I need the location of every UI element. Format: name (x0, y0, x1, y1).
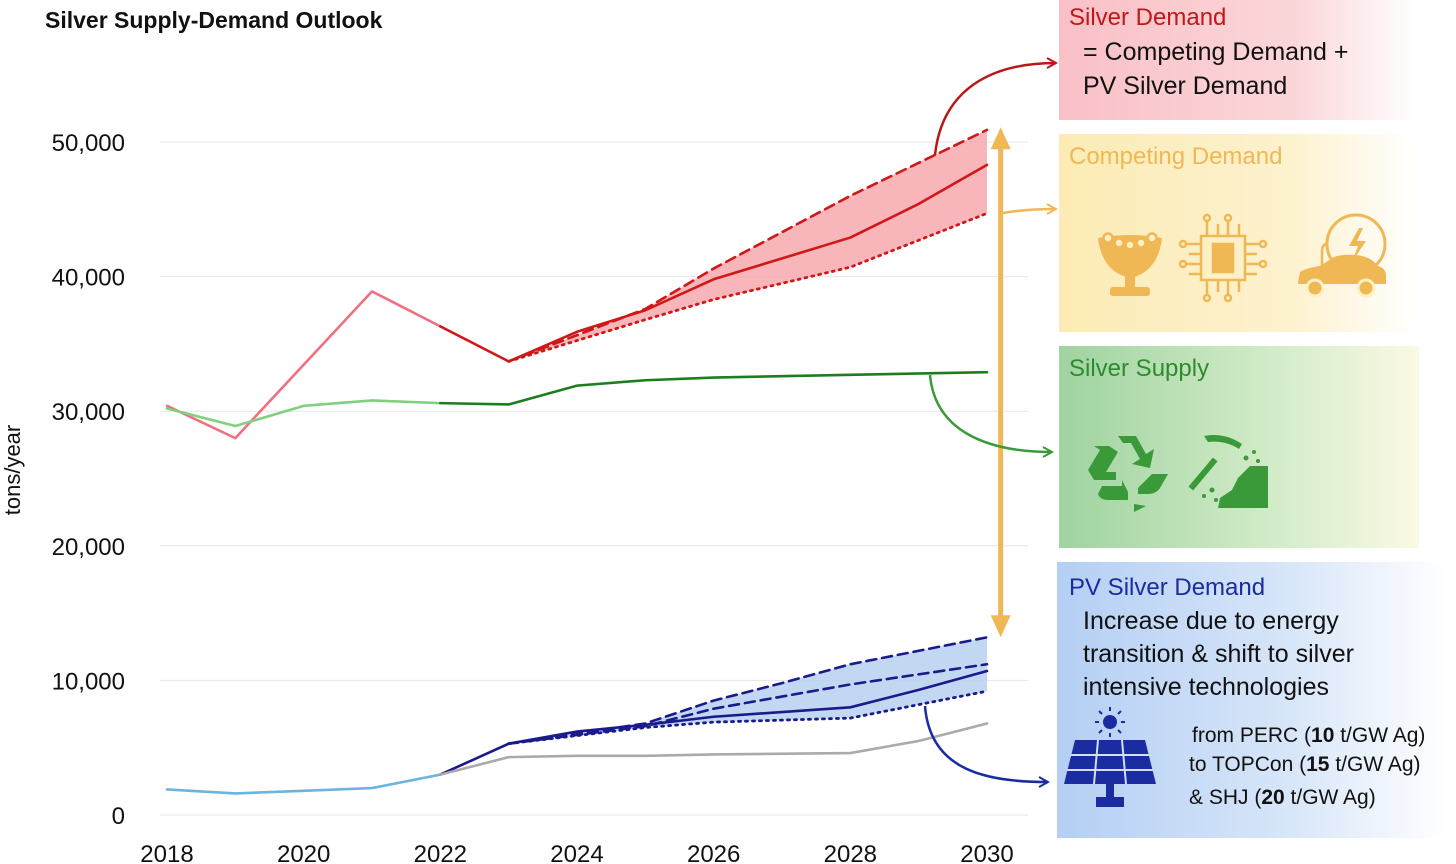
connector-silver-demand (933, 63, 1056, 156)
silver-demand-base-line (439, 163, 989, 363)
solar-panel-icon (1064, 707, 1156, 807)
x-tick-label: 2020 (277, 841, 330, 864)
pv-silver-demand-base-line (439, 669, 989, 776)
pv-silver-demand-low-line (507, 689, 989, 746)
pv-demand-line-2: transition & shift to silver (1083, 640, 1354, 668)
series-lines (165, 128, 989, 795)
x-tick-labels: 2018 2020 2022 2024 2026 2028 2030 (140, 841, 1013, 864)
recycle-icon (1088, 436, 1168, 512)
silver-demand-high-line (507, 128, 989, 363)
silver-demand-historical-line (165, 290, 442, 440)
y-tick-label: 30,000 (52, 399, 125, 426)
y-tick-label: 10,000 (52, 668, 125, 695)
x-tick-label: 2028 (824, 841, 877, 864)
silver-demand-panel-bg (1059, 0, 1419, 120)
pv-tech-shj: & SHJ (20 t/GW Ag) (1189, 786, 1376, 809)
pv-demand-panel-bg (1057, 562, 1447, 838)
pv-silver-demand-mid-line (507, 662, 989, 745)
pv-demand-panel: PV Silver Demand Increase due to energy … (1057, 562, 1447, 838)
y-axis-label: tons/year (0, 425, 25, 516)
pv-silver-demand-high-line (507, 636, 989, 745)
competing-demand-panel: Competing Demand (1059, 134, 1419, 332)
pv-demand-title: PV Silver Demand (1069, 574, 1265, 601)
y-tick-label: 40,000 (52, 265, 125, 292)
x-tick-label: 2022 (414, 841, 467, 864)
silver-demand-title: Silver Demand (1069, 4, 1226, 31)
x-tick-label: 2030 (960, 841, 1013, 864)
silver-demand-line-2: PV Silver Demand (1083, 72, 1287, 100)
competing-demand-title: Competing Demand (1069, 143, 1282, 170)
electric-car-icon (1298, 213, 1387, 298)
x-tick-label: 2026 (687, 841, 740, 864)
x-tick-label: 2018 (140, 841, 193, 864)
silver-supply-title: Silver Supply (1069, 355, 1209, 382)
microchip-icon (1178, 213, 1268, 303)
silver-demand-panel: Silver Demand = Competing Demand + PV Si… (1059, 0, 1419, 120)
connector-silver-supply (928, 374, 1052, 452)
x-tick-label: 2024 (550, 841, 603, 864)
pv-silver-demand-alternate-line (439, 722, 989, 776)
silver-demand-line-1: = Competing Demand + (1083, 38, 1348, 66)
pv-demand-line-1: Increase due to energy (1083, 607, 1339, 635)
silver-supply-projection-line (439, 370, 989, 406)
range-arrow-head-top (990, 127, 1011, 150)
y-tick-labels: 0 10,000 20,000 30,000 40,000 50,000 (52, 130, 125, 830)
silver-supply-panel: Silver Supply (1059, 346, 1419, 548)
silver-supply-historical-line (165, 399, 442, 428)
pv-silver-demand-range-band (508, 637, 987, 744)
jewelry-icon (1098, 232, 1162, 296)
pv-tech-topcon: to TOPCon (15 t/GW Ag) (1189, 753, 1421, 776)
mining-icon (1188, 435, 1268, 508)
range-arrow-head-bottom (990, 615, 1011, 638)
demand-range-arrow (990, 127, 1011, 638)
pv-tech-perc: from PERC (10 t/GW Ag) (1192, 724, 1425, 747)
y-tick-label: 20,000 (52, 534, 125, 561)
y-tick-label: 50,000 (52, 130, 125, 157)
connector-pv-demand (923, 705, 1048, 782)
pv-demand-line-3: intensive technologies (1083, 673, 1329, 701)
connector-competing-demand (1002, 209, 1056, 213)
chart-title: Silver Supply-Demand Outlook (45, 7, 383, 33)
pv-silver-demand-historical-line (165, 773, 442, 795)
gridlines (160, 141, 1028, 816)
y-tick-label: 0 (112, 803, 125, 830)
